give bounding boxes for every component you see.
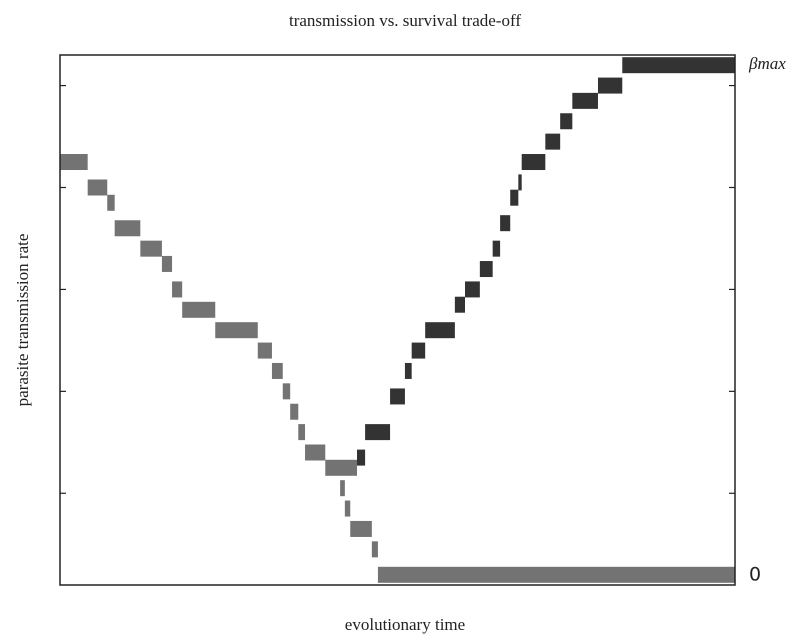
step-block: [340, 480, 345, 497]
step-block: [87, 179, 108, 196]
step-block: [344, 500, 351, 517]
step-block: [454, 296, 465, 313]
step-block: [182, 301, 216, 318]
step-block: [572, 92, 598, 109]
step-block: [140, 240, 162, 257]
step-block: [257, 342, 272, 359]
step-block: [271, 362, 283, 379]
y2-tick-label: 0: [749, 563, 761, 585]
step-block: [500, 215, 511, 232]
step-block: [404, 362, 412, 379]
y-axis-label: parasite transmission rate: [13, 234, 32, 407]
step-block: [465, 281, 480, 298]
step-block: [60, 154, 88, 171]
step-block: [371, 541, 378, 558]
step-block: [597, 77, 623, 94]
chart-title: transmission vs. survival trade-off: [289, 11, 521, 30]
step-block: [282, 383, 291, 400]
step-block: [161, 255, 173, 272]
step-block: [560, 113, 573, 130]
step-block: [390, 388, 405, 405]
step-block: [411, 342, 426, 359]
step-block: [114, 220, 141, 237]
step-block: [510, 189, 519, 206]
step-block: [425, 322, 455, 339]
y2-tick-label: βmax: [748, 54, 786, 73]
step-block: [492, 240, 501, 257]
step-block: [365, 424, 391, 441]
step-block: [325, 459, 357, 476]
step-block: [545, 133, 561, 150]
step-block: [518, 174, 522, 191]
step-block: [521, 154, 546, 171]
step-block: [357, 449, 366, 466]
step-block: [290, 403, 299, 420]
step-block: [622, 57, 735, 74]
step-block: [107, 194, 115, 211]
step-block: [305, 444, 326, 461]
step-block: [479, 261, 493, 278]
step-block: [215, 322, 258, 339]
step-block: [298, 424, 306, 441]
step-block: [172, 281, 183, 298]
plot-frame: [59, 54, 736, 586]
x-axis-label: evolutionary time: [345, 615, 465, 634]
step-block: [377, 566, 735, 583]
step-block: [350, 520, 372, 537]
